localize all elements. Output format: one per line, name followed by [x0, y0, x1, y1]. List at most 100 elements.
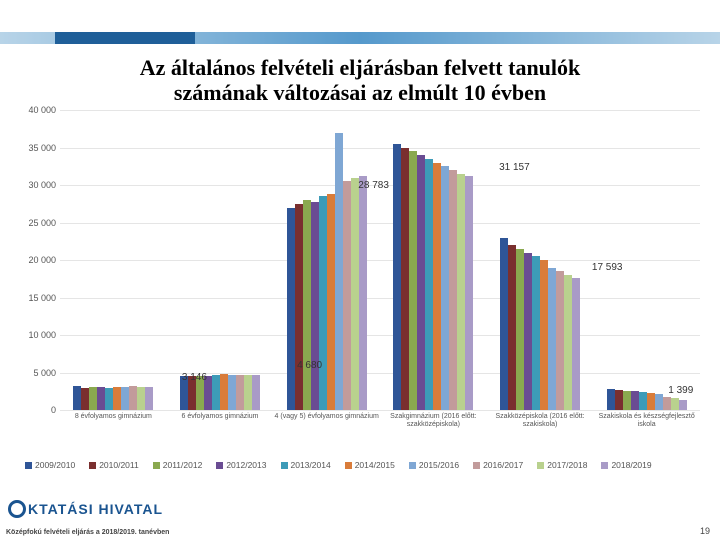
legend-swatch-icon: [537, 462, 544, 469]
bar: [89, 387, 97, 410]
chart-legend: 2009/2010 2010/2011 2011/2012 2012/2013 2013…: [25, 460, 695, 470]
bar: [607, 389, 615, 410]
title-line-2: számának változásai az elmúlt 10 évben: [174, 80, 546, 105]
legend-label: 2010/2011: [99, 460, 139, 470]
chart-plot: 8 évfolyamos gimnázium6 évfolyamos gimná…: [60, 110, 700, 410]
bar: [236, 375, 244, 410]
category-label: 4 (vagy 5) évfolyamos gimnázium: [273, 410, 380, 421]
bar: [508, 245, 516, 410]
bar: [252, 375, 260, 410]
bar: [524, 253, 532, 411]
legend-item: 2012/2013: [216, 460, 266, 470]
y-tick-label: 5 000: [20, 368, 56, 378]
bar: [655, 394, 663, 410]
bar-group: Szakgimnázium (2016 előtt: szakközépisko…: [380, 110, 487, 410]
legend-swatch-icon: [281, 462, 288, 469]
bar: [671, 398, 679, 410]
bar: [303, 200, 311, 410]
bar: [129, 386, 137, 410]
legend-swatch-icon: [25, 462, 32, 469]
legend-label: 2013/2014: [291, 460, 331, 470]
legend-swatch-icon: [473, 462, 480, 469]
bar: [295, 204, 303, 410]
bar: [145, 387, 153, 410]
legend-label: 2012/2013: [226, 460, 266, 470]
bar: [311, 202, 319, 411]
bar: [441, 166, 449, 410]
value-label: 17 593: [592, 262, 623, 273]
bar: [343, 181, 351, 410]
top-accent-bar: [0, 32, 720, 44]
bar: [319, 196, 327, 410]
bar: [327, 194, 335, 410]
bar: [556, 271, 564, 410]
bar: [359, 176, 367, 410]
legend-item: 2016/2017: [473, 460, 523, 470]
bar: [73, 386, 81, 410]
bar: [449, 170, 457, 410]
legend-swatch-icon: [89, 462, 96, 469]
value-label: 31 157: [499, 162, 530, 173]
bar: [244, 375, 252, 410]
category-label: Szakiskola és készségfejlesztő iskola: [593, 410, 700, 428]
bar: [137, 387, 145, 410]
legend-label: 2014/2015: [355, 460, 395, 470]
bar: [564, 275, 572, 410]
value-label: 28 783: [358, 180, 389, 191]
bar: [220, 374, 228, 410]
y-tick-label: 0: [20, 405, 56, 415]
legend-label: 2011/2012: [163, 460, 203, 470]
bar: [540, 260, 548, 410]
category-label: 6 évfolyamos gimnázium: [167, 410, 274, 421]
bar-group: 6 évfolyamos gimnázium: [167, 110, 274, 410]
legend-item: 2015/2016: [409, 460, 459, 470]
legend-label: 2017/2018: [547, 460, 587, 470]
footer-logo: KTATÁSI HIVATAL: [8, 500, 163, 518]
bar: [516, 249, 524, 410]
legend-item: 2017/2018: [537, 460, 587, 470]
y-tick-label: 30 000: [20, 180, 56, 190]
legend-item: 2011/2012: [153, 460, 203, 470]
footer-subtitle: Középfokú felvételi eljárás a 2018/2019.…: [6, 529, 169, 536]
category-label: Szakgimnázium (2016 előtt: szakközépisko…: [380, 410, 487, 428]
bar: [465, 176, 473, 410]
bar: [500, 238, 508, 411]
bar: [401, 148, 409, 411]
y-tick-label: 15 000: [20, 293, 56, 303]
title-line-1: Az általános felvételi eljárásban felvet…: [140, 55, 581, 80]
bar-group: Szakközépiskola (2016 előtt: szakiskola): [487, 110, 594, 410]
bar: [105, 388, 113, 411]
bar-group: Szakiskola és készségfejlesztő iskola: [593, 110, 700, 410]
bar: [631, 391, 639, 410]
bar: [351, 178, 359, 411]
bar: [425, 159, 433, 410]
bar: [615, 390, 623, 410]
bar: [433, 163, 441, 411]
bar-group: 8 évfolyamos gimnázium: [60, 110, 167, 410]
bar: [532, 256, 540, 410]
legend-swatch-icon: [345, 462, 352, 469]
legend-label: 2015/2016: [419, 460, 459, 470]
legend-item: 2010/2011: [89, 460, 139, 470]
bar: [572, 278, 580, 410]
bar: [647, 393, 655, 410]
bar: [97, 387, 105, 410]
bar: [548, 268, 556, 411]
legend-swatch-icon: [153, 462, 160, 469]
bar: [81, 388, 89, 411]
legend-item: 2013/2014: [281, 460, 331, 470]
legend-swatch-icon: [216, 462, 223, 469]
value-label: 1 399: [668, 385, 693, 396]
logo-circle-icon: [8, 500, 26, 518]
y-tick-label: 40 000: [20, 105, 56, 115]
legend-label: 2009/2010: [35, 460, 75, 470]
bar: [639, 392, 647, 410]
bar: [212, 375, 220, 410]
chart: 8 évfolyamos gimnázium6 évfolyamos gimná…: [20, 110, 700, 440]
bar: [113, 387, 121, 410]
bar-groups: 8 évfolyamos gimnázium6 évfolyamos gimná…: [60, 110, 700, 410]
y-tick-label: 35 000: [20, 143, 56, 153]
page-title: Az általános felvételi eljárásban felvet…: [0, 55, 720, 106]
bar: [393, 144, 401, 410]
y-tick-label: 20 000: [20, 255, 56, 265]
